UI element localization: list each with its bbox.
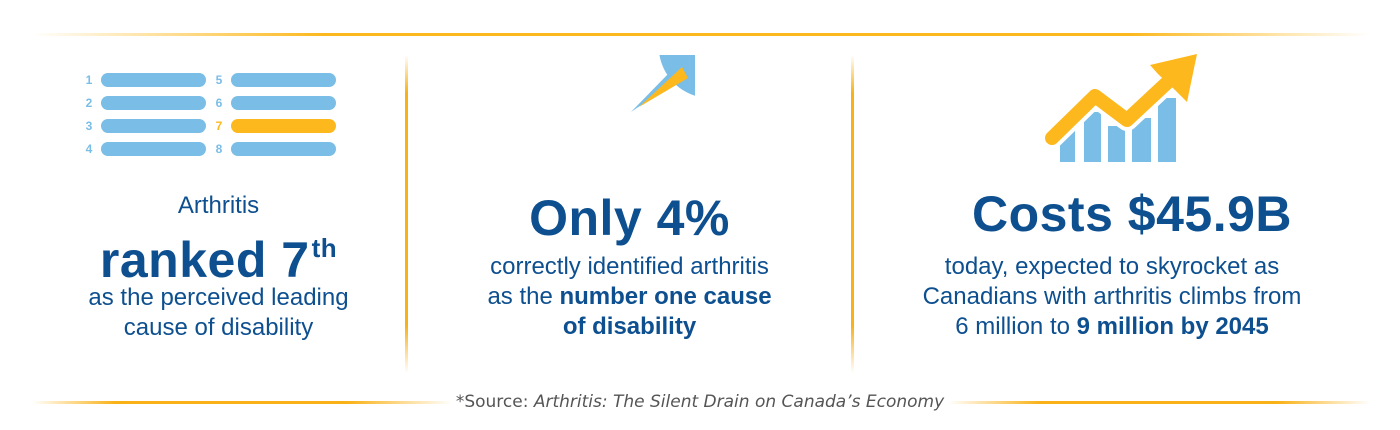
rank-number: 4: [85, 142, 93, 156]
column-divider-1: [405, 55, 408, 373]
rising-bar-chart-arrow-icon: [1040, 48, 1205, 168]
rank-bar: [231, 96, 336, 110]
rank-number: 7: [215, 119, 223, 133]
bottom-divider-left: [32, 401, 452, 404]
rank-bar: [101, 119, 206, 133]
body-text-bold: number one cause: [559, 283, 772, 310]
body-text-plain: 6 million to: [955, 313, 1077, 340]
source-title: Arthritis: The Silent Drain on Canada’s …: [533, 392, 945, 412]
ordinal-suffix: th: [311, 233, 338, 263]
body-line-bold: of disability: [562, 313, 697, 340]
rank-bar-highlighted: [231, 119, 336, 133]
panel-headline: Only 4%: [529, 190, 730, 246]
panel-headline: Costs $45.9B: [971, 186, 1293, 242]
body-text-bold: 9 million by 2045: [1076, 313, 1269, 340]
rank-number: 5: [215, 73, 223, 87]
rank-number: 2: [85, 96, 93, 110]
pie-chart-icon: [575, 0, 763, 175]
panel-body-text: as the perceived leading cause of disabi…: [32, 283, 405, 343]
rank-bar: [101, 142, 206, 156]
body-line: Canadians with arthritis climbs from: [922, 283, 1302, 310]
body-line: cause of disability: [123, 314, 314, 341]
rank-number: 6: [215, 96, 223, 110]
body-line: today, expected to skyrocket as: [944, 253, 1280, 280]
rank-number: 1: [85, 73, 93, 87]
source-citation: *Source: Arthritis: The Silent Drain on …: [0, 391, 1400, 413]
body-line: as the perceived leading: [88, 284, 349, 311]
rank-number: 8: [215, 142, 223, 156]
body-line: correctly identified arthritis: [490, 253, 769, 280]
panel-body-text: today, expected to skyrocket as Canadian…: [854, 252, 1370, 342]
source-prefix: *Source:: [455, 392, 534, 412]
ranked-list-icon: 1 2 3 4 5 6 7 8: [84, 70, 344, 160]
panel-body-text: correctly identified arthritis as the nu…: [408, 252, 851, 342]
body-line: as the number one cause: [408, 282, 851, 312]
rank-number: 3: [85, 119, 93, 133]
headline-text: ranked 7: [99, 232, 310, 288]
bottom-divider-right: [948, 401, 1370, 404]
rank-bar: [101, 96, 206, 110]
body-text-plain: as the: [487, 283, 560, 310]
top-divider-line: [32, 33, 1369, 36]
column-divider-2: [851, 55, 854, 373]
rank-bar: [231, 73, 336, 87]
panel-headline: ranked 7th: [32, 220, 405, 288]
body-line: 6 million to 9 million by 2045: [854, 312, 1370, 342]
rank-bar: [101, 73, 206, 87]
rank-bar: [231, 142, 336, 156]
panel-lead-text: Arthritis: [177, 192, 260, 219]
